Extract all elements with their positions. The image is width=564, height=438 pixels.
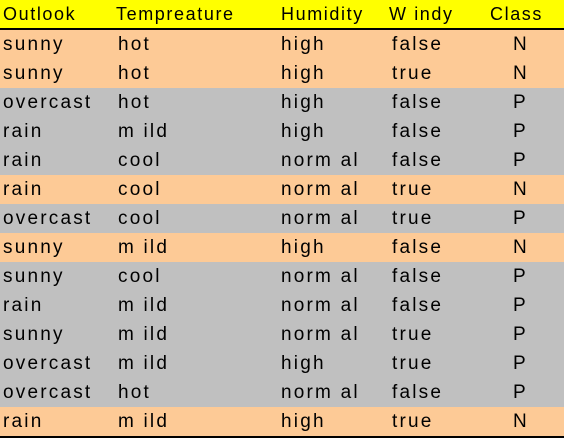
windy-cell: false bbox=[392, 236, 444, 258]
windy-cell: false bbox=[392, 33, 444, 55]
temperature-cell: m ild bbox=[118, 323, 170, 345]
humidity-cell: norm al bbox=[281, 294, 360, 316]
table-row: rain m ild high true N bbox=[0, 407, 564, 436]
outlook-cell: overcast bbox=[3, 352, 93, 374]
temperature-cell: hot bbox=[118, 381, 152, 403]
table-row: overcast hot norm al false P bbox=[0, 378, 564, 407]
outlook-cell: rain bbox=[3, 294, 44, 316]
temperature-cell: m ild bbox=[118, 352, 170, 374]
column-header-tempreature: Tempreature bbox=[116, 3, 235, 24]
humidity-cell: high bbox=[281, 352, 326, 374]
table-row: overcast m ild high true P bbox=[0, 349, 564, 378]
temperature-cell: hot bbox=[118, 91, 152, 113]
windy-cell: true bbox=[392, 207, 434, 229]
class-cell: N bbox=[513, 236, 529, 258]
table-row: sunny m ild norm al true P bbox=[0, 320, 564, 349]
temperature-cell: cool bbox=[118, 207, 162, 229]
class-cell: P bbox=[513, 323, 528, 345]
outlook-cell: overcast bbox=[3, 207, 93, 229]
table-header-row: Outlook Tempreature Humidity W indy Clas… bbox=[0, 0, 564, 30]
humidity-cell: high bbox=[281, 62, 326, 84]
windy-cell: false bbox=[392, 265, 444, 287]
windy-cell: true bbox=[392, 62, 434, 84]
table-row: rain cool norm al false P bbox=[0, 146, 564, 175]
column-header-outlook: Outlook bbox=[3, 3, 77, 24]
humidity-cell: high bbox=[281, 91, 326, 113]
class-cell: N bbox=[513, 178, 529, 200]
temperature-cell: cool bbox=[118, 265, 162, 287]
outlook-cell: sunny bbox=[3, 33, 65, 55]
humidity-cell: norm al bbox=[281, 207, 360, 229]
temperature-cell: m ild bbox=[118, 236, 170, 258]
windy-cell: true bbox=[392, 178, 434, 200]
temperature-cell: cool bbox=[118, 178, 162, 200]
humidity-cell: high bbox=[281, 120, 326, 142]
humidity-cell: high bbox=[281, 33, 326, 55]
column-header-windy: W indy bbox=[389, 3, 454, 24]
table-row: rain m ild norm al false P bbox=[0, 291, 564, 320]
class-cell: P bbox=[513, 149, 528, 171]
windy-cell: false bbox=[392, 294, 444, 316]
windy-cell: false bbox=[392, 381, 444, 403]
class-cell: N bbox=[513, 62, 529, 84]
outlook-cell: rain bbox=[3, 410, 44, 432]
windy-cell: true bbox=[392, 323, 434, 345]
temperature-cell: cool bbox=[118, 149, 162, 171]
outlook-cell: overcast bbox=[3, 91, 93, 113]
class-cell: P bbox=[513, 120, 528, 142]
column-header-class: Class bbox=[490, 3, 544, 24]
humidity-cell: norm al bbox=[281, 149, 360, 171]
windy-cell: true bbox=[392, 352, 434, 374]
class-cell: N bbox=[513, 33, 529, 55]
class-cell: P bbox=[513, 207, 528, 229]
table-row: overcast cool norm al true P bbox=[0, 204, 564, 233]
class-cell: P bbox=[513, 294, 528, 316]
humidity-cell: norm al bbox=[281, 323, 360, 345]
outlook-cell: sunny bbox=[3, 323, 65, 345]
table-row: sunny hot high false N bbox=[0, 30, 564, 59]
windy-cell: false bbox=[392, 91, 444, 113]
table-row: sunny m ild high false N bbox=[0, 233, 564, 262]
table-row: rain m ild high false P bbox=[0, 117, 564, 146]
class-cell: P bbox=[513, 265, 528, 287]
temperature-cell: m ild bbox=[118, 410, 170, 432]
temperature-cell: m ild bbox=[118, 294, 170, 316]
windy-cell: false bbox=[392, 120, 444, 142]
class-cell: P bbox=[513, 381, 528, 403]
outlook-cell: sunny bbox=[3, 62, 65, 84]
class-cell: P bbox=[513, 352, 528, 374]
column-header-humidity: Humidity bbox=[281, 3, 364, 24]
windy-cell: false bbox=[392, 149, 444, 171]
table-row: overcast hot high false P bbox=[0, 88, 564, 117]
table-row: rain cool norm al true N bbox=[0, 175, 564, 204]
humidity-cell: norm al bbox=[281, 265, 360, 287]
outlook-cell: sunny bbox=[3, 265, 65, 287]
outlook-cell: overcast bbox=[3, 381, 93, 403]
temperature-cell: m ild bbox=[118, 120, 170, 142]
temperature-cell: hot bbox=[118, 62, 152, 84]
humidity-cell: norm al bbox=[281, 381, 360, 403]
outlook-cell: sunny bbox=[3, 236, 65, 258]
table-row: sunny cool norm al false P bbox=[0, 262, 564, 291]
humidity-cell: high bbox=[281, 236, 326, 258]
temperature-cell: hot bbox=[118, 33, 152, 55]
outlook-cell: rain bbox=[3, 178, 44, 200]
class-cell: N bbox=[513, 410, 529, 432]
outlook-cell: rain bbox=[3, 120, 44, 142]
windy-cell: true bbox=[392, 410, 434, 432]
outlook-cell: rain bbox=[3, 149, 44, 171]
humidity-cell: norm al bbox=[281, 178, 360, 200]
table-row: sunny hot high true N bbox=[0, 59, 564, 88]
class-cell: P bbox=[513, 91, 528, 113]
humidity-cell: high bbox=[281, 410, 326, 432]
